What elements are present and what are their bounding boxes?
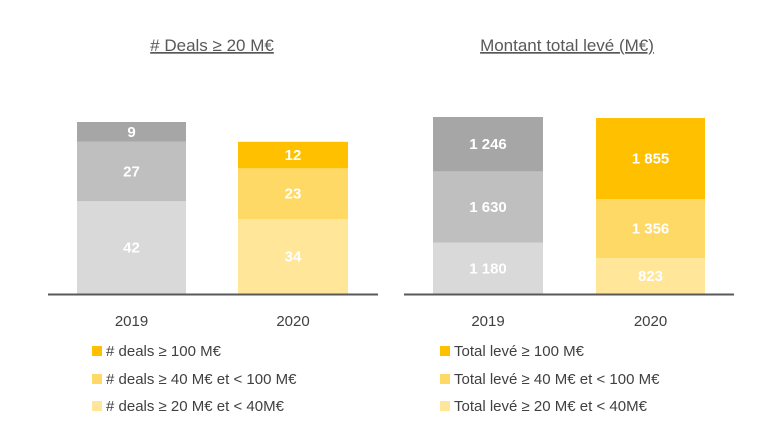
amount-bar-2020-segment-3 (596, 118, 705, 199)
deals-chart-title: # Deals ≥ 20 M€ (150, 36, 274, 55)
deals-bar-2020-segment-1 (238, 219, 348, 294)
deals-bar-2019-segment-1 (77, 201, 186, 294)
deals-legend-swatch-2 (92, 374, 102, 384)
amount-legend-swatch-3 (440, 401, 450, 411)
deals-data-label-2020-2: 23 (285, 186, 302, 203)
deals-legend-label-2: # deals ≥ 40 M€ et < 100 M€ (106, 371, 297, 388)
amount-x-tick-2019: 2019 (471, 313, 504, 330)
amount-data-label-2019-3: 1 246 (469, 136, 507, 153)
amount-legend-swatch-1 (440, 346, 450, 356)
amount-data-label-2020-1: 823 (638, 268, 663, 285)
amount-bar-2020-segment-1 (596, 258, 705, 294)
deals-data-label-2019-3: 9 (127, 124, 135, 141)
amount-data-label-2020-2: 1 356 (632, 221, 670, 238)
deals-legend-label-1: # deals ≥ 100 M€ (106, 343, 222, 360)
amount-bar-2020-segment-2 (596, 198, 705, 259)
amount-data-label-2019-1: 1 180 (469, 260, 507, 277)
deals-bar-2019-segment-3 (77, 122, 186, 142)
deals-legend-label-3: # deals ≥ 20 M€ et < 40M€ (106, 398, 285, 415)
amount-legend-swatch-2 (440, 374, 450, 384)
amount-chart-panel: Montant total levé (M€) 1 180 1 630 1 246 20… (404, 36, 734, 415)
amount-x-tick-2020: 2020 (634, 313, 667, 330)
amount-legend-label-3: Total levé ≥ 20 M€ et < 40M€ (454, 398, 648, 415)
deals-legend-swatch-3 (92, 401, 102, 411)
deals-data-label-2019-2: 27 (123, 164, 140, 181)
deals-bar-2020-segment-2 (238, 168, 348, 219)
amount-bar-2019-segment-2 (433, 171, 543, 243)
deals-bar-2019-segment-2 (77, 141, 186, 202)
deals-x-tick-2019: 2019 (115, 313, 148, 330)
deals-data-label-2019-1: 42 (123, 240, 140, 257)
deals-x-tick-2020: 2020 (276, 313, 309, 330)
deals-data-label-2020-1: 34 (285, 249, 302, 266)
amount-data-label-2019-2: 1 630 (469, 199, 507, 216)
amount-legend-label-1: Total levé ≥ 100 M€ (454, 343, 585, 360)
deals-legend-swatch-1 (92, 346, 102, 356)
amount-bar-2019-segment-3 (433, 117, 543, 172)
amount-chart-title: Montant total levé (M€) (480, 36, 654, 55)
amount-legend-label-2: Total levé ≥ 40 M€ et < 100 M€ (454, 371, 660, 388)
amount-data-label-2020-3: 1 855 (632, 150, 670, 167)
deals-chart-panel: # Deals ≥ 20 M€ 42 27 9 2019 34 23 12 2020 # deal… (48, 36, 378, 415)
deals-data-label-2020-3: 12 (285, 147, 302, 164)
deals-bar-2020-segment-3 (238, 141, 348, 169)
amount-bar-2019-segment-1 (433, 242, 543, 294)
